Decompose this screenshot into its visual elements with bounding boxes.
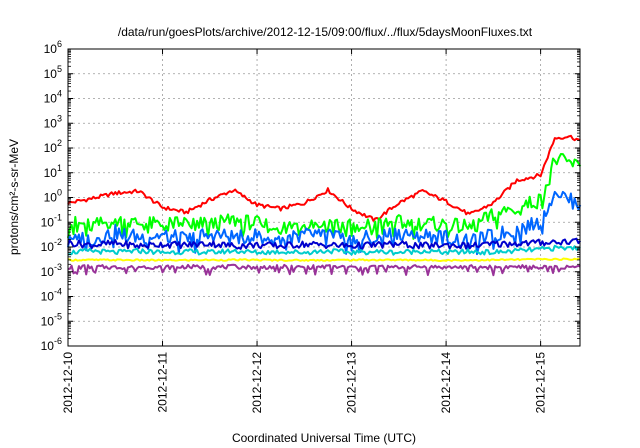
series-line-1 — [67, 134, 581, 222]
series-line-4 — [67, 237, 582, 250]
series-layer — [67, 134, 582, 277]
y-tick-label: 105 — [44, 64, 62, 81]
series-line-3 — [67, 190, 582, 256]
series-line-5 — [67, 244, 581, 256]
x-tick-label: 2012-12-15 — [534, 352, 548, 414]
y-tick-label: 10-1 — [41, 212, 62, 229]
y-tick-label: 106 — [44, 39, 62, 56]
y-tick-label: 10-5 — [41, 311, 62, 328]
y-tick-label: 103 — [44, 113, 62, 130]
y-tick-label: 10-4 — [41, 287, 62, 304]
series-line-6 — [67, 257, 581, 262]
x-tick-label: 2012-12-11 — [156, 352, 170, 413]
x-tick-label: 2012-12-14 — [439, 352, 453, 414]
y-tick-label: 100 — [44, 188, 62, 205]
grid — [68, 49, 580, 346]
y-tick-label: 10-6 — [41, 336, 62, 353]
y-axis-ticks: 10-6 10-5 10-4 10-3 10-2 10-1 100 101 102 103 104 1… — [41, 39, 580, 353]
x-axis-ticks: 2012-12-10 2012-12-11 2012-12-12 2012-12-13… — [61, 49, 548, 413]
y-tick-label: 101 — [44, 163, 62, 180]
series-line-7 — [68, 263, 581, 277]
x-tick-label: 2012-12-10 — [61, 352, 75, 414]
y-tick-label: 10-3 — [41, 262, 62, 279]
x-tick-label: 2012-12-13 — [345, 352, 359, 414]
x-axis-label: Coordinated Universal Time (UTC) — [232, 431, 416, 445]
x-tick-label: 2012-12-12 — [250, 352, 264, 414]
chart-title: /data/run/goesPlots/archive/2012-12-15/0… — [118, 25, 533, 39]
y-axis-label: protons/cm²-s-sr-MeV — [7, 139, 21, 255]
y-tick-label: 104 — [44, 89, 62, 106]
series-line-2 — [67, 153, 582, 240]
y-tick-label: 102 — [44, 138, 62, 155]
y-tick-label: 10-2 — [41, 237, 62, 254]
